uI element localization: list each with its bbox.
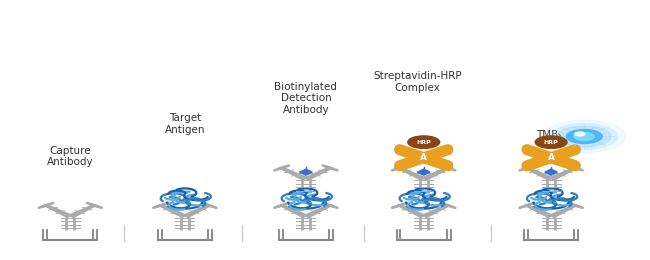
Polygon shape <box>545 169 558 175</box>
Circle shape <box>543 120 626 153</box>
Circle shape <box>535 136 567 148</box>
Text: A: A <box>421 153 427 162</box>
Text: Streptavidin-HRP
Complex: Streptavidin-HRP Complex <box>373 71 462 93</box>
Polygon shape <box>417 169 430 175</box>
Circle shape <box>551 124 617 150</box>
Text: TMB: TMB <box>536 130 559 140</box>
Text: HRP: HRP <box>417 140 431 145</box>
Text: Capture
Antibody: Capture Antibody <box>47 146 94 167</box>
Circle shape <box>574 133 595 140</box>
Text: A: A <box>548 153 554 162</box>
Circle shape <box>408 136 439 148</box>
Polygon shape <box>300 169 312 175</box>
Text: Target
Antigen: Target Antigen <box>164 113 205 135</box>
Circle shape <box>566 129 602 144</box>
Circle shape <box>575 132 585 136</box>
Text: Biotinylated
Detection
Antibody: Biotinylated Detection Antibody <box>274 82 337 115</box>
Text: HRP: HRP <box>544 140 558 145</box>
Circle shape <box>558 126 611 147</box>
